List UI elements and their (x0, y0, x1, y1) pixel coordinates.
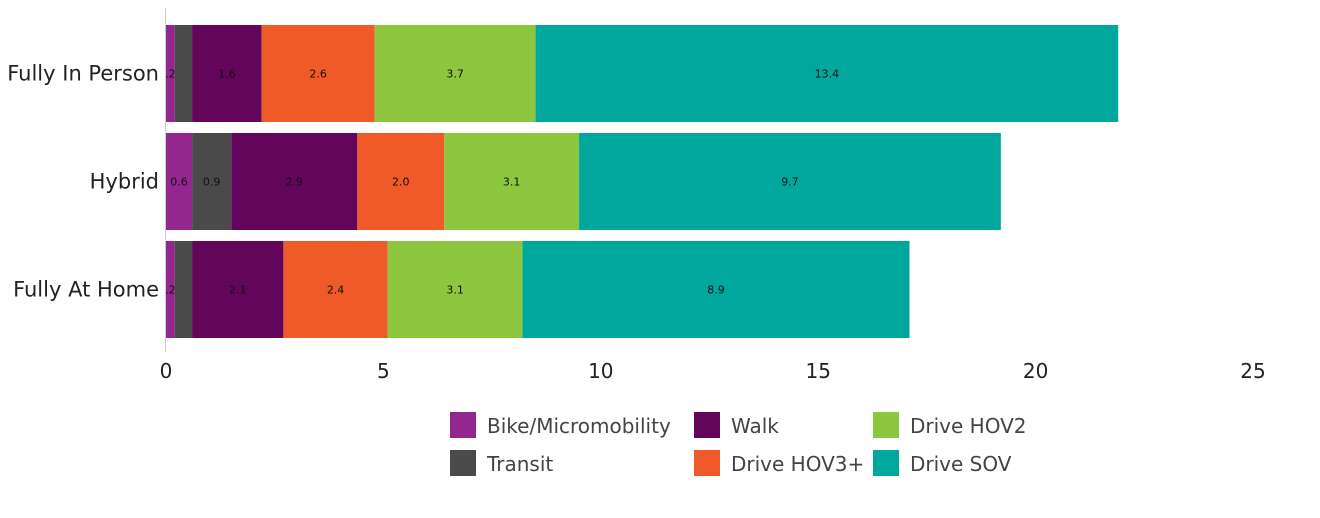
data-label: 3.1 (503, 176, 521, 189)
category-labels: Fully In Person Hybrid Fully At Home (7, 62, 159, 302)
data-label: 2.4 (327, 284, 345, 297)
data-label: 2.6 (309, 68, 327, 81)
category-label: Fully In Person (7, 62, 159, 86)
bar-segment (357, 133, 445, 230)
bar-segment (174, 25, 193, 122)
legend-swatch (694, 412, 720, 438)
bar-segment (522, 241, 910, 338)
legend-swatch (450, 412, 476, 438)
bar-segment (192, 25, 262, 122)
legend-label: Drive SOV (910, 452, 1012, 476)
bar-segment (283, 241, 388, 338)
legend-swatch (873, 412, 899, 438)
bar-segment (261, 25, 375, 122)
data-label: 9.7 (781, 176, 799, 189)
bar-segment (387, 241, 523, 338)
tick-label: 15 (805, 359, 830, 383)
bar-segment (231, 133, 358, 230)
bar-segment (174, 241, 193, 338)
data-label: 8.9 (707, 284, 725, 297)
bar-segment (192, 241, 284, 338)
bar-segment (166, 241, 175, 338)
bar-segment (374, 25, 536, 122)
bar-segment (192, 133, 232, 230)
data-label: 2.0 (392, 176, 410, 189)
bar-segment (166, 25, 175, 122)
data-label: 0.6 (170, 176, 188, 189)
legend-swatch (694, 450, 720, 476)
data-label: 2.1 (229, 284, 247, 297)
data-label: 3.7 (446, 68, 464, 81)
legend-swatch (450, 450, 476, 476)
legend-label: Walk (731, 414, 779, 438)
category-label: Fully At Home (13, 278, 159, 302)
bar-segment (444, 133, 580, 230)
legend-label: Bike/Micromobility (487, 414, 671, 438)
bars-group: .2 1.6 2.6 3.7 13.4 0.6 0.9 2.9 2.0 3.1 9.7 .2 2.1 2.… (165, 25, 1119, 338)
data-label: .2 (165, 68, 176, 81)
legend-label: Transit (486, 452, 553, 476)
data-label: .2 (165, 284, 176, 297)
data-label: 3.1 (446, 284, 464, 297)
data-label: 13.4 (815, 68, 840, 81)
bar-segment (579, 133, 1001, 230)
bar-segment (535, 25, 1119, 122)
legend-label: Drive HOV3+ (731, 452, 864, 476)
data-label: 0.9 (203, 176, 221, 189)
data-label: 1.6 (218, 68, 236, 81)
legend-label: Drive HOV2 (910, 414, 1027, 438)
category-label: Hybrid (90, 170, 159, 194)
tick-label: 25 (1240, 359, 1265, 383)
bar-segment (166, 133, 193, 230)
legend-swatch (873, 450, 899, 476)
legend: Bike/Micromobility Walk Drive HOV2 Transit D… (450, 412, 1027, 476)
tick-label: 20 (1023, 359, 1048, 383)
x-axis-ticks: 0 5 10 15 20 25 (160, 359, 1266, 383)
data-label: 2.9 (286, 176, 304, 189)
tick-label: 5 (377, 359, 390, 383)
tick-label: 0 (160, 359, 173, 383)
tick-label: 10 (588, 359, 613, 383)
